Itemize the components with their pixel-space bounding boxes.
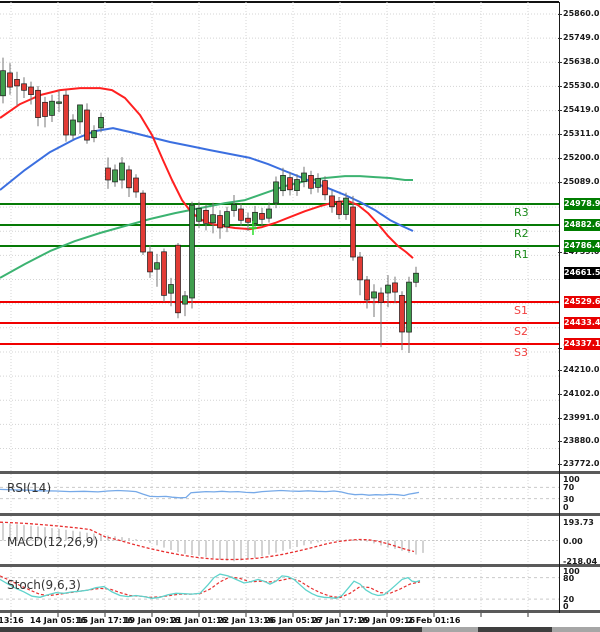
- x-axis-label: 29 Jan 09:16: [358, 616, 416, 625]
- panel-separator[interactable]: [0, 564, 600, 567]
- resistance-level-label: R2: [514, 227, 529, 240]
- y-axis-label: 25638.0: [563, 57, 600, 66]
- y-axis-tick: [558, 158, 562, 159]
- gridlines: [0, 2, 559, 471]
- y-axis-label: 25311.0: [563, 129, 600, 138]
- x-axis-label: 19 Jan 09:16: [123, 616, 181, 625]
- gridlines: [0, 516, 559, 564]
- macd-histogram: [2, 522, 424, 562]
- indicator-scale-label: 80: [563, 574, 575, 583]
- y-axis-tick: [558, 348, 562, 349]
- stoch-panel-label: Stoch(9,6,3): [7, 578, 81, 592]
- stoch-k-line: [0, 573, 421, 599]
- support-price-badge: 24337.1: [564, 338, 600, 350]
- y-axis-label: 25089.0: [563, 177, 600, 186]
- indicator-scale-label: 70: [563, 483, 575, 492]
- indicator-scale-label: 0: [563, 503, 569, 512]
- y-axis-tick: [558, 394, 562, 395]
- macd-panel-canvas[interactable]: [0, 516, 559, 564]
- indicator-scale-label: 100: [563, 475, 580, 484]
- resistance-price-badge: 24786.4: [564, 240, 600, 252]
- y-axis-label: 24102.0: [563, 389, 600, 398]
- rsi-line: [0, 488, 420, 499]
- x-axis-label: 22 Jan 13:16: [217, 616, 275, 625]
- resistance-price-badge: 24882.6: [564, 219, 600, 231]
- ma-green-line: [0, 175, 413, 279]
- x-axis-label: 21 Jan 01:16: [170, 616, 228, 625]
- y-axis-label: 23991.0: [563, 413, 600, 422]
- indicator-scale-label: -218.04: [563, 557, 598, 566]
- resistance-lines: [0, 203, 559, 247]
- x-axis-label: 14 Jan 05:16: [29, 616, 87, 625]
- macd-signal-line: [0, 521, 415, 561]
- y-axis-tick: [558, 14, 562, 15]
- y-axis-label: 25749.0: [563, 33, 600, 42]
- candles-group: [0, 57, 419, 353]
- resistance-level-label: R1: [514, 248, 529, 261]
- indicator-scale-label: 20: [563, 595, 575, 604]
- rsi-panel-label: RSI(14): [7, 481, 52, 495]
- y-axis-tick: [558, 182, 562, 183]
- y-axis-label: 23880.0: [563, 436, 600, 445]
- support-lines: [0, 301, 559, 345]
- bottom-scroll-bar[interactable]: [0, 627, 600, 632]
- x-axis-ticks: [10, 613, 529, 617]
- resistance-level-label: R3: [514, 206, 529, 219]
- y-axis-tick: [558, 62, 562, 63]
- main-chart-canvas[interactable]: [0, 2, 559, 471]
- stoch-d-line: [0, 575, 421, 599]
- y-axis-tick: [558, 86, 562, 87]
- y-axis-label: 25530.0: [563, 81, 600, 90]
- y-axis-label: 25419.0: [563, 105, 600, 114]
- panel-separator[interactable]: [0, 610, 600, 613]
- indicator-scale-label: 193.73: [563, 518, 594, 527]
- gridlines: [0, 474, 559, 513]
- panel-separator[interactable]: [0, 513, 600, 516]
- macd-panel-label: MACD(12,26,9): [7, 535, 99, 549]
- support-price-badge: 24529.6: [564, 296, 600, 308]
- scroll-bar-segment[interactable]: [422, 627, 478, 632]
- x-axis-label: 27 Jan 17:16: [311, 616, 369, 625]
- x-axis-label: 26 Jan 05:16: [264, 616, 322, 625]
- cross-marker-icon: [249, 220, 257, 235]
- support-level-label: S3: [514, 346, 528, 359]
- support-level-label: S2: [514, 325, 528, 338]
- x-axis-label: 15 Jan 17:16: [76, 616, 134, 625]
- y-axis-tick: [558, 38, 562, 39]
- y-axis-tick: [558, 134, 562, 135]
- indicator-scale-label: 0.00: [563, 537, 583, 546]
- support-level-label: S1: [514, 304, 528, 317]
- indicator-scale-label: 0: [563, 602, 569, 611]
- y-axis-tick: [558, 464, 562, 465]
- y-axis-tick: [558, 418, 562, 419]
- y-axis-label: 25200.0: [563, 153, 600, 162]
- x-axis-label: 2 Feb 01:16: [407, 616, 461, 625]
- price-scale-separator[interactable]: [559, 2, 560, 613]
- y-axis-tick: [558, 110, 562, 111]
- gridlines: [0, 567, 559, 610]
- stoch-panel-canvas[interactable]: [0, 567, 559, 610]
- indicator-scale-label: 100: [563, 567, 580, 576]
- rsi-panel-canvas[interactable]: [0, 474, 559, 513]
- chart-top-border: [0, 1, 559, 3]
- current-price-badge: 24661.5: [564, 267, 600, 279]
- indicator-scale-label: 30: [563, 495, 575, 504]
- y-axis-label: 24210.0: [563, 365, 600, 374]
- y-axis-tick: [558, 370, 562, 371]
- y-axis-label: 25860.0: [563, 9, 600, 18]
- scroll-bar-segment[interactable]: [552, 627, 600, 632]
- x-axis-label: 13:16: [0, 616, 24, 625]
- resistance-price-badge: 24978.9: [564, 198, 600, 210]
- x-axis-labels-row: 13:16 14 Jan 05:16 15 Jan 17:16 19 Jan 09:1…: [0, 616, 559, 627]
- y-axis-tick: [558, 441, 562, 442]
- y-axis-label: 23772.0: [563, 459, 600, 468]
- support-price-badge: 24433.4: [564, 317, 600, 329]
- y-axis-tick: [558, 252, 562, 253]
- panel-separator[interactable]: [0, 471, 600, 474]
